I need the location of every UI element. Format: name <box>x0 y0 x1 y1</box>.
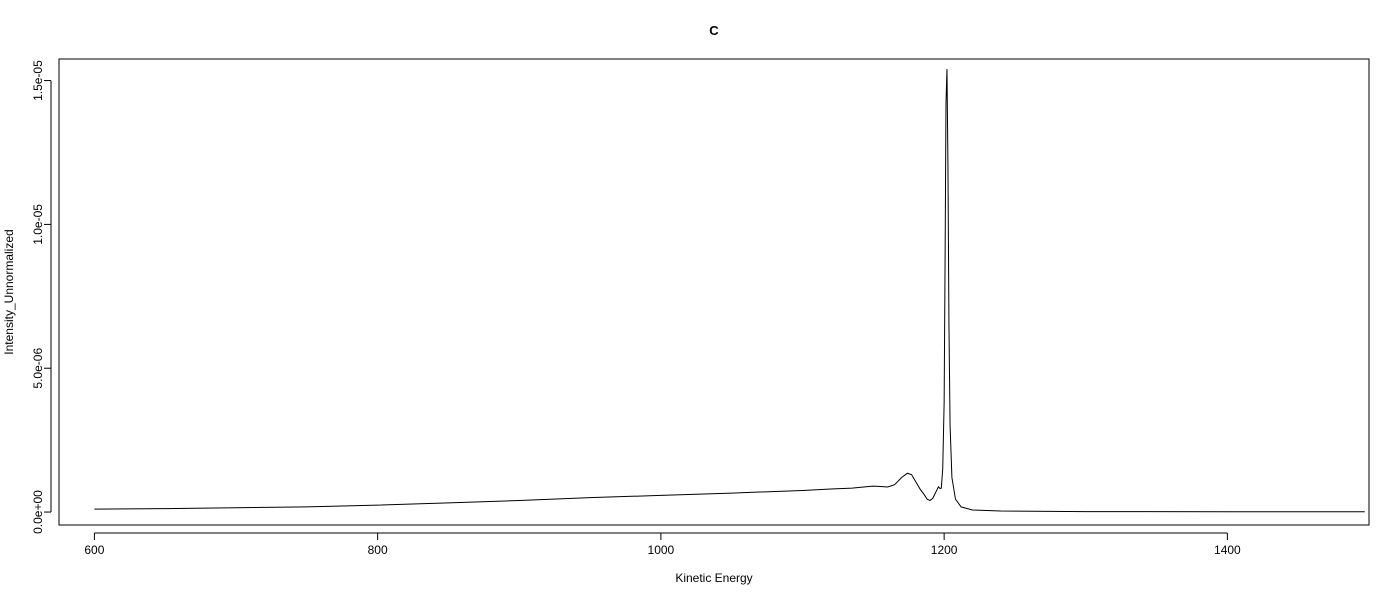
plot-area-box <box>58 58 1370 526</box>
y-axis-label: Intensity_Unnormalized <box>2 229 16 354</box>
series-group <box>94 69 1365 513</box>
chart-title: C <box>709 23 719 38</box>
x-tick-label: 1000 <box>648 543 675 557</box>
x-axis: 600 800 1000 1200 1400 <box>84 532 1241 557</box>
y-tick-label: 5.0e-06 <box>31 348 45 389</box>
x-tick-label: 800 <box>368 543 388 557</box>
y-axis: 0.0e+00 5.0e-06 1.0e-05 1.5e-05 <box>31 60 52 534</box>
x-axis-label: Kinetic Energy <box>675 571 752 585</box>
x-tick-label: 1200 <box>931 543 958 557</box>
y-tick-label: 1.5e-05 <box>31 60 45 101</box>
x-tick-label: 600 <box>84 543 104 557</box>
x-tick-label: 1400 <box>1214 543 1241 557</box>
y-tick-label: 0.0e+00 <box>31 490 45 534</box>
series-line-0 <box>94 69 1365 513</box>
y-tick-label: 1.0e-05 <box>31 204 45 245</box>
